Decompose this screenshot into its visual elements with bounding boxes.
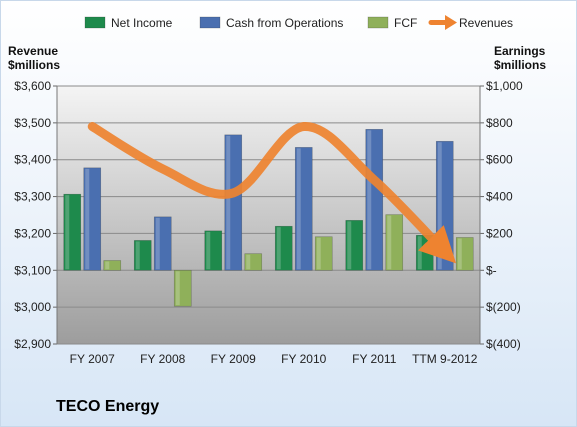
bar-highlight bbox=[135, 241, 140, 270]
bar-highlight bbox=[437, 142, 442, 270]
company-name: TECO Energy bbox=[56, 398, 160, 415]
bar-net-income bbox=[204, 230, 223, 271]
right-tick-label: $400 bbox=[486, 190, 513, 204]
bar-net-income bbox=[345, 220, 364, 271]
revenue-line bbox=[87, 122, 457, 264]
bar-highlight bbox=[387, 215, 392, 270]
left-tick-label: $3,600 bbox=[14, 79, 51, 93]
left-tick-label: $3,300 bbox=[14, 190, 51, 204]
bar-highlight bbox=[85, 168, 90, 270]
legend-label: Net Income bbox=[111, 16, 173, 30]
right-tick-label: $200 bbox=[486, 226, 513, 240]
right-tick-label: $- bbox=[486, 263, 497, 277]
bar-fcf bbox=[455, 237, 474, 271]
left-tick-label: $2,900 bbox=[14, 337, 51, 351]
bar-highlight bbox=[65, 195, 70, 270]
left-tick-label: $3,100 bbox=[14, 263, 51, 277]
bar-fcf bbox=[244, 253, 263, 271]
left-tick-label: $3,500 bbox=[14, 116, 51, 130]
bar-fcf bbox=[173, 269, 192, 307]
bar-highlight bbox=[206, 231, 211, 270]
right-tick-label: $600 bbox=[486, 153, 513, 167]
bar-cash-from-operations bbox=[83, 167, 102, 271]
bar-highlight bbox=[105, 261, 110, 270]
left-tick-label: $3,400 bbox=[14, 153, 51, 167]
legend-label: Revenues bbox=[459, 16, 513, 30]
bar-highlight bbox=[155, 217, 160, 270]
right-axis-title-line2: $millions bbox=[494, 58, 547, 72]
right-tick-label: $(400) bbox=[486, 337, 521, 351]
legend-swatch bbox=[84, 16, 106, 29]
right-axis-title: Earnings $millions bbox=[494, 44, 546, 72]
bar-fcf bbox=[314, 236, 333, 271]
bar-fcf bbox=[385, 214, 404, 271]
left-tick-label: $3,200 bbox=[14, 226, 51, 240]
legend-label: Cash from Operations bbox=[226, 16, 343, 30]
left-axis-title-line2: $millions bbox=[8, 58, 61, 72]
category-label: FY 2010 bbox=[281, 352, 326, 366]
category-labels: FY 2007 FY 2008 FY 2009 FY 2010 FY 2011 TTM 9… bbox=[70, 352, 478, 366]
right-axis-title-line1: Earnings bbox=[494, 44, 546, 58]
category-label: FY 2008 bbox=[140, 352, 185, 366]
bar-highlight bbox=[457, 238, 462, 270]
bar-net-income bbox=[133, 240, 152, 271]
category-label: FY 2011 bbox=[352, 352, 397, 366]
bar-highlight bbox=[175, 271, 180, 306]
bar-net-income bbox=[274, 225, 293, 271]
bar-highlight bbox=[347, 221, 352, 270]
bar-highlight bbox=[226, 135, 231, 270]
plot-area bbox=[57, 86, 480, 344]
right-tick-label: $1,000 bbox=[486, 79, 523, 93]
bar-cash-from-operations bbox=[224, 134, 243, 271]
legend-swatch bbox=[367, 16, 389, 29]
legend-label: FCF bbox=[394, 16, 417, 30]
revenue-line-path bbox=[87, 122, 457, 264]
legend: Net Income Cash from Operations FCF Revenue… bbox=[84, 15, 513, 30]
category-label: FY 2007 bbox=[70, 352, 115, 366]
bar-fcf bbox=[103, 260, 122, 271]
right-axis-ticks: $(400) $(200) $- $200 $400 $600 $800 $1,000 bbox=[479, 79, 523, 351]
right-tick-label: $800 bbox=[486, 116, 513, 130]
category-label: FY 2009 bbox=[211, 352, 256, 366]
bar-highlight bbox=[296, 148, 301, 270]
bar-highlight bbox=[367, 130, 372, 270]
legend-arrow-icon bbox=[445, 15, 457, 30]
left-axis-title: Revenue $millions bbox=[8, 44, 60, 72]
right-tick-label: $(200) bbox=[486, 300, 521, 314]
bar-highlight bbox=[246, 254, 251, 270]
left-tick-label: $3,000 bbox=[14, 300, 51, 314]
bar-highlight bbox=[276, 227, 281, 270]
left-axis-title-line1: Revenue bbox=[8, 44, 59, 58]
legend-swatch bbox=[199, 16, 221, 29]
left-axis-ticks: $2,900 $3,000 $3,100 $3,200 $3,300 $3,400 $3,5… bbox=[14, 79, 58, 351]
bar-cash-from-operations bbox=[294, 147, 313, 271]
bar-cash-from-operations bbox=[365, 129, 384, 271]
bar-net-income bbox=[63, 193, 82, 271]
category-label: TTM 9-2012 bbox=[412, 352, 478, 366]
bar-highlight bbox=[417, 236, 422, 270]
bar-highlight bbox=[316, 237, 321, 270]
bar-cash-from-operations bbox=[153, 216, 172, 271]
